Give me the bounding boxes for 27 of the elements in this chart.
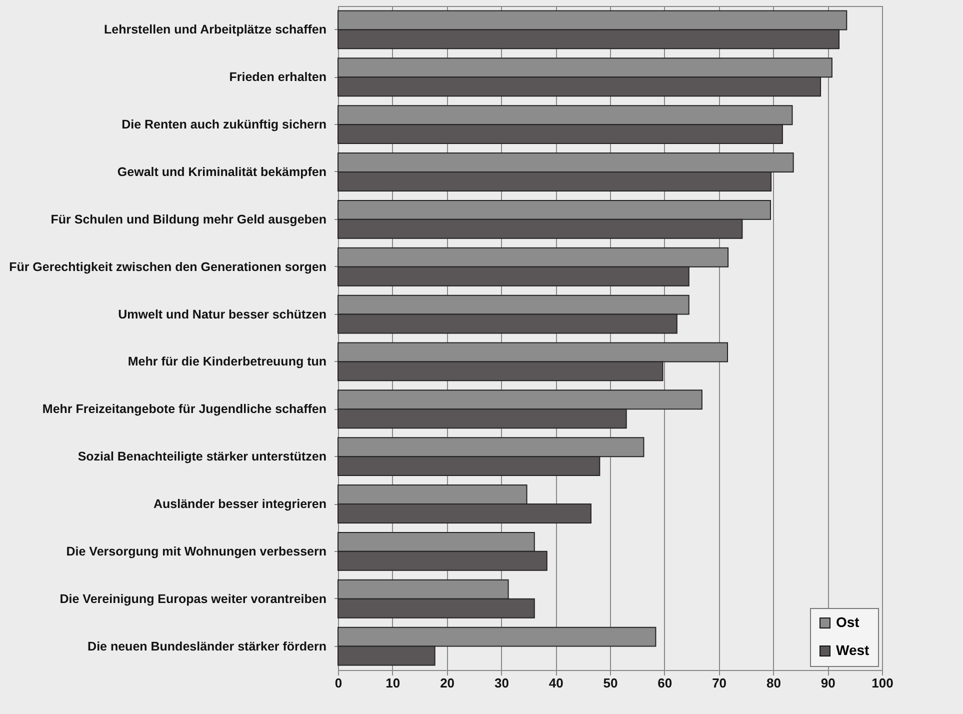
y-tick-label: Die Vereinigung Europas weiter vorantreiben — [60, 592, 326, 606]
x-tick-label: 30 — [494, 676, 509, 690]
x-tick-label: 0 — [334, 676, 342, 690]
y-tick-label: Ausländer besser integrieren — [154, 497, 326, 511]
y-tick-label: Lehrstellen und Arbeitplätze schaffen — [104, 22, 326, 37]
x-tick-label: 60 — [658, 676, 672, 690]
x-tick-label: 70 — [712, 676, 727, 690]
y-tick-label: Für Gerechtigkeit zwischen den Generationen sorgen — [9, 260, 326, 274]
legend-label: Ost — [836, 614, 860, 630]
x-tick-label: 80 — [766, 676, 781, 690]
x-tick-label: 90 — [820, 676, 836, 690]
y-tick-label: Die Renten auch zukünftig sichern — [122, 118, 326, 132]
y-tick-label: Mehr Freizeitangebote für Jugendliche schaffen — [42, 402, 326, 416]
y-tick-label: Umwelt und Natur besser schützen — [118, 307, 326, 322]
y-tick-label: Die Versorgung mit Wohnungen verbessern — [66, 544, 326, 558]
x-tick-label: 40 — [548, 676, 564, 690]
y-tick-label: Frieden erhalten — [229, 70, 326, 84]
x-tick-label: 100 — [872, 676, 894, 690]
x-tick-label: 20 — [440, 676, 455, 690]
y-tick-label: Für Schulen und Bildung mehr Geld ausgeben — [50, 212, 326, 226]
x-tick-label: 10 — [386, 676, 400, 690]
legend-label: West — [836, 642, 870, 658]
y-tick-label: Die neuen Bundesländer stärker fördern — [88, 639, 326, 654]
y-tick-label: Sozial Benachteiligte stärker unterstützen — [78, 450, 326, 464]
y-tick-label: Mehr für die Kinderbetreuung tun — [128, 354, 326, 369]
y-tick-label: Gewalt und Kriminalität bekämpfen — [117, 165, 326, 179]
x-tick-label: 50 — [603, 676, 618, 690]
